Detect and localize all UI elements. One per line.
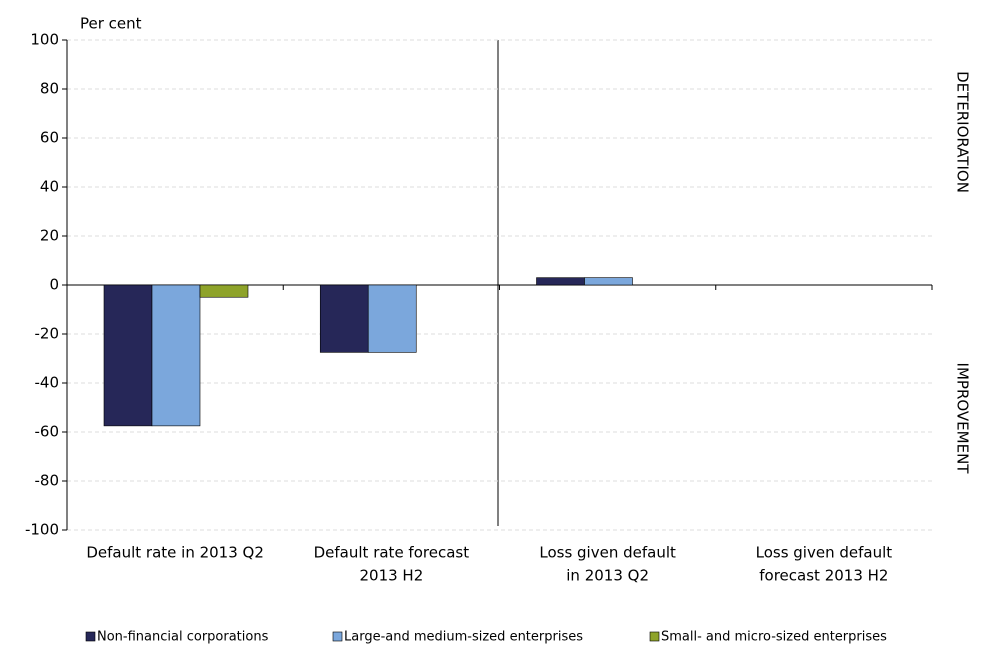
y-tick-label: -60 bbox=[35, 423, 60, 441]
bar bbox=[536, 277, 585, 286]
legend-swatch bbox=[649, 631, 660, 642]
x-tick-label: forecast 2013 H2 bbox=[759, 567, 888, 585]
x-tick-label: 2013 H2 bbox=[359, 567, 423, 585]
y-tick-label: -100 bbox=[25, 521, 59, 539]
bar bbox=[151, 284, 201, 427]
y-tick-label: 80 bbox=[40, 80, 59, 98]
legend-label: Large-and medium-sized enterprises bbox=[344, 630, 583, 645]
y-tick-label: 60 bbox=[40, 129, 59, 147]
legend-swatch bbox=[85, 631, 96, 642]
bar bbox=[367, 284, 417, 353]
bar bbox=[319, 284, 369, 353]
y-axis-label: Per cent bbox=[80, 15, 142, 33]
y-tick-label: -40 bbox=[35, 374, 60, 392]
annotation: DETERIORATION bbox=[954, 71, 972, 193]
y-tick-label: 20 bbox=[40, 227, 59, 245]
x-tick-label: Default rate forecast bbox=[314, 544, 470, 562]
annotation: IMPROVEMENT bbox=[954, 363, 972, 475]
x-tick-label: Loss given default bbox=[539, 544, 676, 562]
x-tick-label: in 2013 Q2 bbox=[566, 567, 649, 585]
legend-swatch bbox=[332, 631, 343, 642]
y-tick-label: -80 bbox=[35, 472, 60, 490]
bar bbox=[199, 284, 249, 298]
y-tick-label: 40 bbox=[40, 178, 59, 196]
y-tick-label: 0 bbox=[49, 276, 59, 294]
x-tick-label: Default rate in 2013 Q2 bbox=[86, 544, 264, 562]
bar bbox=[103, 284, 153, 427]
bar bbox=[584, 277, 633, 286]
y-tick-label: -20 bbox=[35, 325, 60, 343]
legend-label: Small- and micro-sized enterprises bbox=[661, 630, 887, 645]
legend-label: Non-financial corporations bbox=[97, 630, 269, 645]
x-tick-label: Loss given default bbox=[756, 544, 893, 562]
y-tick-label: 100 bbox=[30, 31, 59, 49]
